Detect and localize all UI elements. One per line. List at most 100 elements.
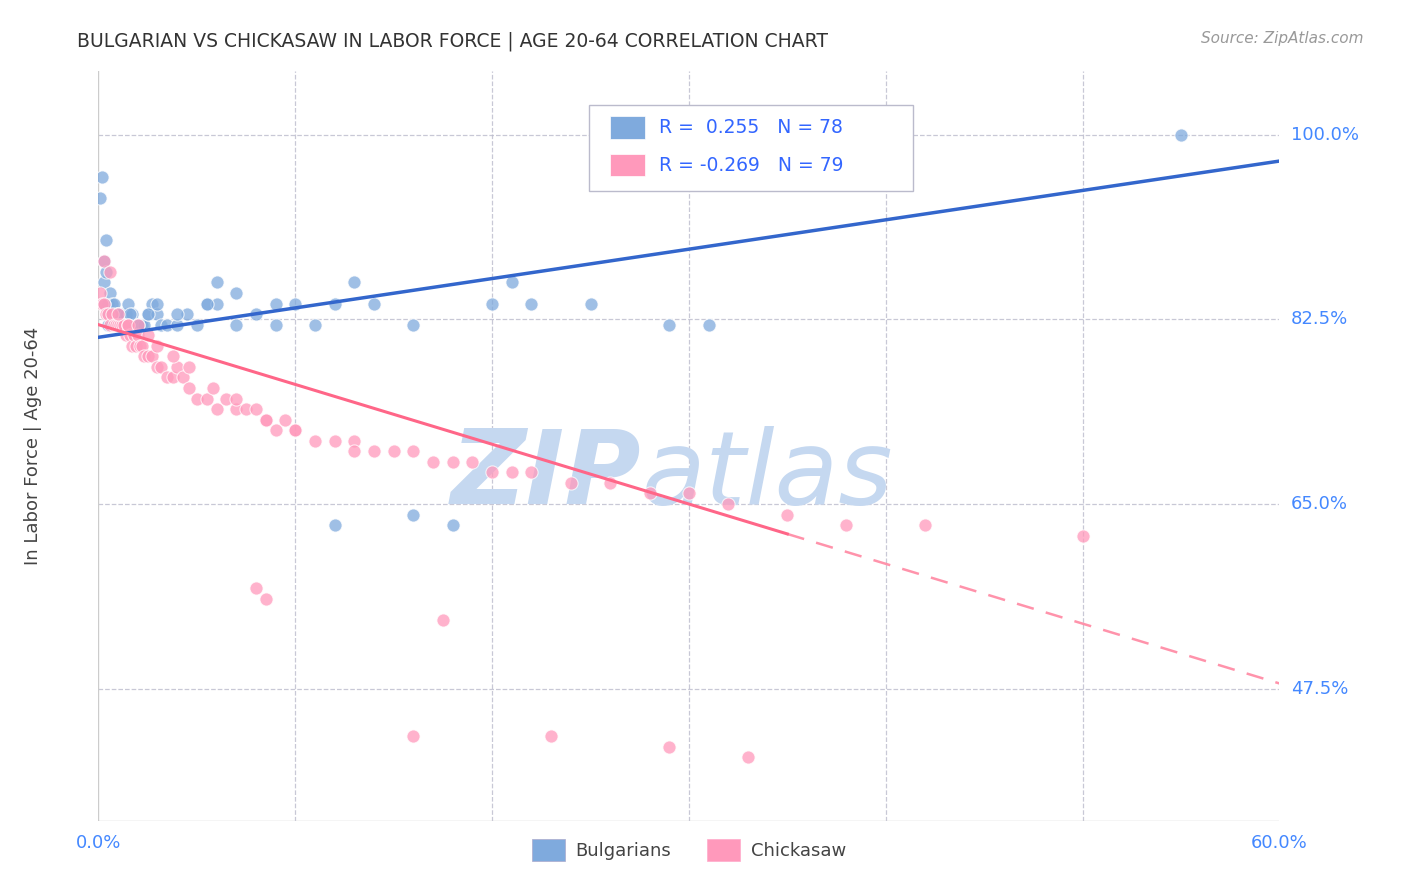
Point [97,318,120,332]
Point [93,254,115,268]
Point [323,434,346,448]
Point [402,318,425,332]
Point [235,402,257,417]
Point [363,296,385,310]
Point [105,307,128,321]
Point [195,296,218,310]
Point [146,296,169,310]
Point [284,423,307,437]
Text: 47.5%: 47.5% [1291,680,1348,698]
Point [225,392,247,406]
Point [101,307,124,321]
Point [264,318,287,332]
Point [737,750,759,764]
Point [254,592,277,607]
Point [402,508,425,522]
Point [304,434,326,448]
Point [481,466,503,480]
Point [186,392,208,406]
Point [146,359,169,374]
Point [560,475,582,490]
Point [112,318,135,332]
Point [205,276,228,290]
Point [96,233,118,247]
Point [678,486,700,500]
Point [461,455,484,469]
Point [501,466,523,480]
Point [107,307,129,321]
Point [225,318,247,332]
Text: R = -0.269   N = 79: R = -0.269 N = 79 [659,155,844,175]
Point [343,434,366,448]
Text: In Labor Force | Age 20-64: In Labor Force | Age 20-64 [24,326,42,566]
Point [156,318,179,332]
Point [132,349,155,363]
Point [254,412,277,426]
Point [697,318,720,332]
Point [776,508,799,522]
Point [107,307,129,321]
Point [121,339,143,353]
Point [112,318,135,332]
Point [136,307,159,321]
Point [125,339,148,353]
Point [115,307,138,321]
Point [98,265,121,279]
Point [141,296,163,310]
Point [162,370,184,384]
Point [101,307,124,321]
Point [117,318,139,332]
Point [93,276,115,290]
Point [97,307,120,321]
Point [205,402,228,417]
Point [146,307,169,321]
Text: 82.5%: 82.5% [1291,310,1348,328]
Text: 65.0%: 65.0% [1291,495,1347,513]
Point [103,318,125,332]
Point [245,402,267,417]
Point [195,392,218,406]
Point [284,423,307,437]
Text: 0.0%: 0.0% [76,834,121,853]
Point [432,613,454,627]
Point [1170,128,1192,142]
Point [118,307,141,321]
Point [835,518,858,533]
Point [96,307,118,321]
Point [658,318,681,332]
Point [520,466,543,480]
Point [599,475,621,490]
Point [402,444,425,458]
Point [98,285,121,300]
FancyBboxPatch shape [610,116,645,139]
Point [215,392,238,406]
Point [93,254,115,268]
Point [225,285,247,300]
Point [128,318,150,332]
Point [166,318,188,332]
Point [264,423,287,437]
Point [98,318,121,332]
Point [441,455,464,469]
Point [382,444,405,458]
Point [117,318,139,332]
FancyBboxPatch shape [610,153,645,177]
Point [107,318,129,332]
Point [520,296,543,310]
Point [205,296,228,310]
Point [132,318,155,332]
Point [112,318,135,332]
Point [131,339,153,353]
Point [111,307,134,321]
Point [501,276,523,290]
Point [150,359,173,374]
Point [146,339,169,353]
Point [914,518,936,533]
Point [156,370,179,384]
Point [96,265,118,279]
Point [108,318,131,332]
Point [254,412,277,426]
Point [103,296,125,310]
Point [176,307,198,321]
Point [245,307,267,321]
